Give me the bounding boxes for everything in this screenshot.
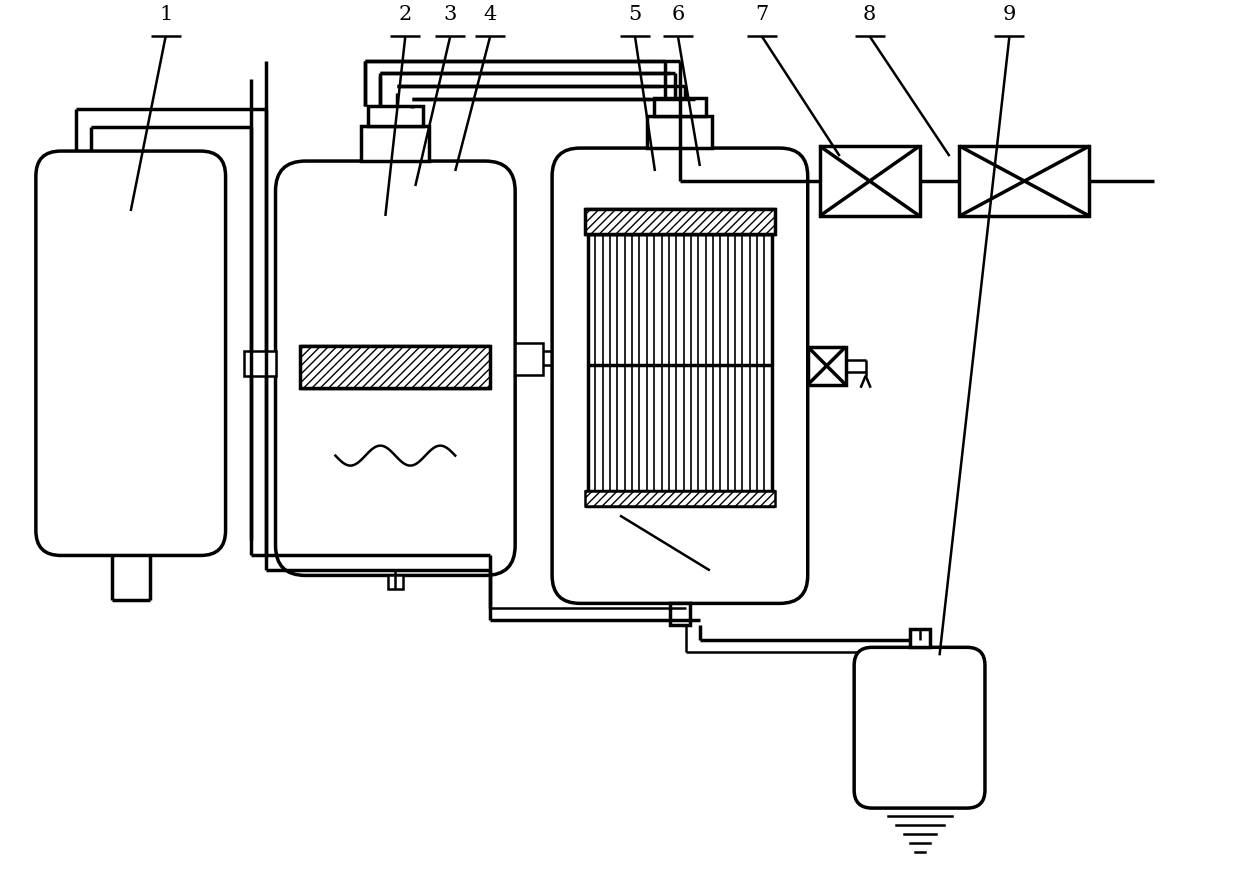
Bar — [807, 347, 846, 385]
Bar — [960, 146, 1089, 216]
Bar — [361, 126, 429, 161]
Bar — [653, 98, 706, 116]
Bar — [585, 209, 775, 234]
Text: 7: 7 — [755, 5, 769, 24]
Text: 6: 6 — [671, 5, 684, 24]
Text: 2: 2 — [399, 5, 412, 24]
Bar — [515, 343, 543, 375]
Bar — [670, 603, 689, 625]
Text: 1: 1 — [159, 5, 172, 24]
Bar — [585, 491, 775, 505]
Text: 5: 5 — [629, 5, 641, 24]
Bar — [910, 629, 930, 648]
Text: 8: 8 — [863, 5, 877, 24]
Bar — [243, 351, 275, 375]
Bar — [368, 107, 423, 126]
FancyBboxPatch shape — [275, 161, 515, 575]
Text: 9: 9 — [1003, 5, 1016, 24]
Bar — [300, 346, 490, 388]
Text: 4: 4 — [484, 5, 497, 24]
Text: 3: 3 — [444, 5, 456, 24]
Bar — [647, 116, 712, 148]
FancyBboxPatch shape — [854, 648, 985, 808]
Bar — [820, 146, 920, 216]
FancyBboxPatch shape — [36, 151, 226, 555]
Bar — [388, 575, 403, 589]
FancyBboxPatch shape — [552, 148, 807, 603]
